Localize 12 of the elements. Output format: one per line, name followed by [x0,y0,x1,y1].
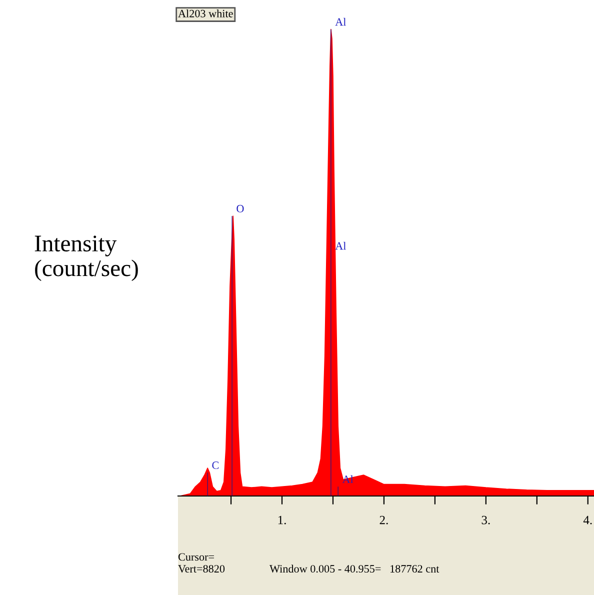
text: Window 0.005 - 40.955= 187762 cnt [270,564,440,573]
x-tick-label: 4. [583,516,592,524]
x-tick-label: 2. [380,516,388,524]
annotation: C [212,462,219,470]
x-tick-label: 3. [482,516,490,524]
x-tick-label: 1. [278,516,286,524]
text: Cursor= [178,553,214,561]
y-axis-title: Intensity (count/sec) [34,236,138,282]
annotation: O [236,204,244,212]
chart-title: Al203 white [178,10,233,18]
annotation: Al [335,18,346,26]
text: Vert=8820 [178,565,225,573]
